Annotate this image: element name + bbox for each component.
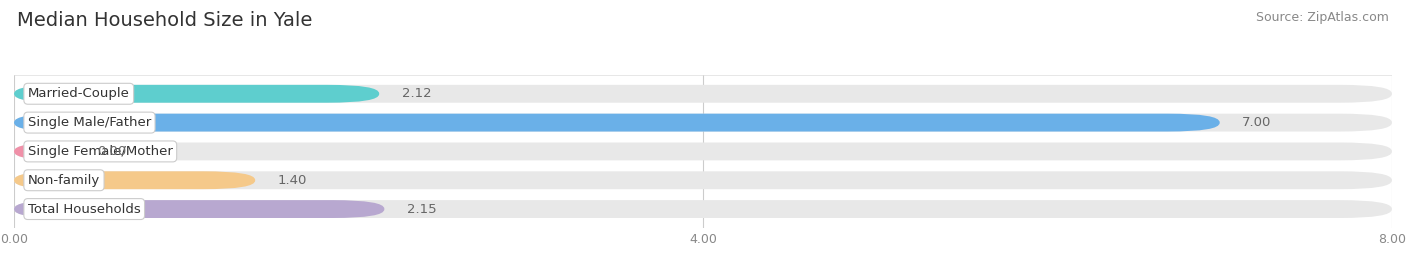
Text: Median Household Size in Yale: Median Household Size in Yale bbox=[17, 11, 312, 30]
Text: 1.40: 1.40 bbox=[277, 174, 307, 187]
Text: 7.00: 7.00 bbox=[1241, 116, 1271, 129]
FancyBboxPatch shape bbox=[14, 114, 1219, 132]
Text: 2.12: 2.12 bbox=[402, 87, 432, 100]
FancyBboxPatch shape bbox=[14, 143, 1392, 160]
FancyBboxPatch shape bbox=[14, 143, 75, 160]
FancyBboxPatch shape bbox=[14, 200, 384, 218]
Text: 2.15: 2.15 bbox=[406, 203, 436, 215]
FancyBboxPatch shape bbox=[14, 171, 1392, 189]
FancyBboxPatch shape bbox=[14, 171, 256, 189]
Text: Single Male/Father: Single Male/Father bbox=[28, 116, 150, 129]
FancyBboxPatch shape bbox=[14, 114, 1392, 132]
Text: 0.00: 0.00 bbox=[97, 145, 127, 158]
FancyBboxPatch shape bbox=[14, 200, 1392, 218]
Text: Total Households: Total Households bbox=[28, 203, 141, 215]
Text: Non-family: Non-family bbox=[28, 174, 100, 187]
Text: Single Female/Mother: Single Female/Mother bbox=[28, 145, 173, 158]
FancyBboxPatch shape bbox=[14, 85, 1392, 103]
FancyBboxPatch shape bbox=[14, 85, 380, 103]
Text: Married-Couple: Married-Couple bbox=[28, 87, 129, 100]
Text: Source: ZipAtlas.com: Source: ZipAtlas.com bbox=[1256, 11, 1389, 24]
